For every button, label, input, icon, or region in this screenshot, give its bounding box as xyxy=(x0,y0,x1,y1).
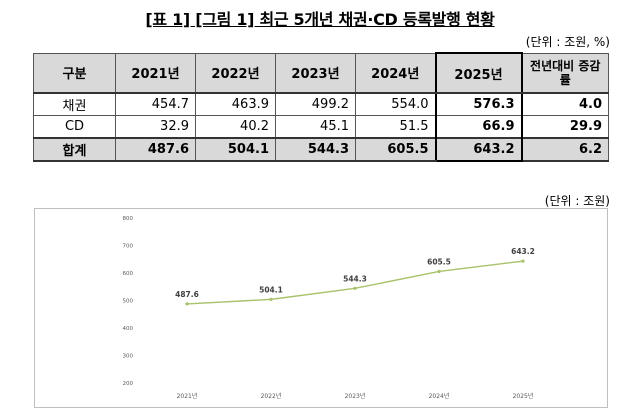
header-2022: 2022년 xyxy=(195,52,276,94)
table-cell: 504.1 xyxy=(195,137,276,162)
y-tick-label: 200 xyxy=(123,381,134,387)
data-label: 544.3 xyxy=(343,274,367,283)
line-chart: 200 300 400 500 600 700 800 2021년 2022년 2023년 2024… xyxy=(123,216,535,400)
table-cell: 45.1 xyxy=(275,115,356,139)
page-title: [표 1] [그림 1] 최근 5개년 채권·CD 등록발행 현황 xyxy=(145,10,495,29)
y-tick-label: 300 xyxy=(123,354,134,360)
table-cell: 32.9 xyxy=(115,115,196,139)
y-tick-label: 400 xyxy=(123,326,134,332)
table-cell: 29.9 xyxy=(521,115,609,139)
table-row-bonds: 채권 454.7 463.9 499.2 554.0 576.3 4.0 xyxy=(33,92,609,116)
data-label: 504.1 xyxy=(259,285,283,294)
y-tick-label: 500 xyxy=(123,299,134,305)
x-tick-label: 2024년 xyxy=(429,392,450,400)
data-point xyxy=(269,297,273,301)
table-cell: 576.3 xyxy=(434,92,523,116)
header-change-rate: 전년대비 증감률 xyxy=(521,52,609,94)
y-tick-label: 600 xyxy=(123,271,134,277)
table-cell: 605.5 xyxy=(355,137,436,162)
table-cell: 643.2 xyxy=(434,137,523,162)
table-cell: 554.0 xyxy=(355,92,436,116)
data-point xyxy=(437,269,441,274)
table-cell: 544.3 xyxy=(275,137,356,162)
data-label: 643.2 xyxy=(511,247,535,256)
row-label: CD xyxy=(33,115,116,139)
data-label: 487.6 xyxy=(175,290,199,299)
table-cell: 463.9 xyxy=(195,92,276,116)
chart-frame: 200 300 400 500 600 700 800 2021년 2022년 2023년 2024… xyxy=(34,208,608,408)
y-tick-label: 700 xyxy=(123,244,134,250)
table-cell: 499.2 xyxy=(275,92,356,116)
table-cell: 454.7 xyxy=(115,92,196,116)
table-cell: 487.6 xyxy=(115,137,196,162)
x-tick-label: 2021년 xyxy=(177,392,198,400)
header-2024: 2024년 xyxy=(355,52,436,94)
table-cell: 40.2 xyxy=(195,115,276,139)
table-cell: 6.2 xyxy=(521,137,609,162)
header-category: 구분 xyxy=(33,52,116,94)
x-tick-label: 2025년 xyxy=(513,392,534,400)
row-label: 합계 xyxy=(33,137,116,162)
data-point xyxy=(521,259,525,263)
header-2025: 2025년 xyxy=(434,52,523,94)
data-point xyxy=(353,286,357,290)
table-row-total: 합계 487.6 504.1 544.3 605.5 643.2 6.2 xyxy=(33,137,609,162)
data-label: 605.5 xyxy=(427,257,451,266)
data-point xyxy=(185,302,189,306)
chart-unit: (단위 : 조원) xyxy=(544,194,610,208)
table-cell: 66.9 xyxy=(434,115,523,139)
x-tick-label: 2023년 xyxy=(345,392,366,400)
header-2023: 2023년 xyxy=(275,52,356,94)
table-unit: (단위 : 조원, %) xyxy=(525,35,610,49)
table-header-row: 구분 2021년 2022년 2023년 2024년 2025년 전년대비 증감… xyxy=(33,52,609,94)
header-2021: 2021년 xyxy=(115,52,196,94)
row-label: 채권 xyxy=(33,92,116,116)
table-cell: 51.5 xyxy=(355,115,436,139)
issuance-table: 구분 2021년 2022년 2023년 2024년 2025년 전년대비 증감… xyxy=(33,52,609,162)
y-tick-label: 800 xyxy=(123,216,134,222)
table-cell: 4.0 xyxy=(521,92,609,116)
x-tick-label: 2022년 xyxy=(261,392,282,400)
table-row-cd: CD 32.9 40.2 45.1 51.5 66.9 29.9 xyxy=(33,115,609,139)
